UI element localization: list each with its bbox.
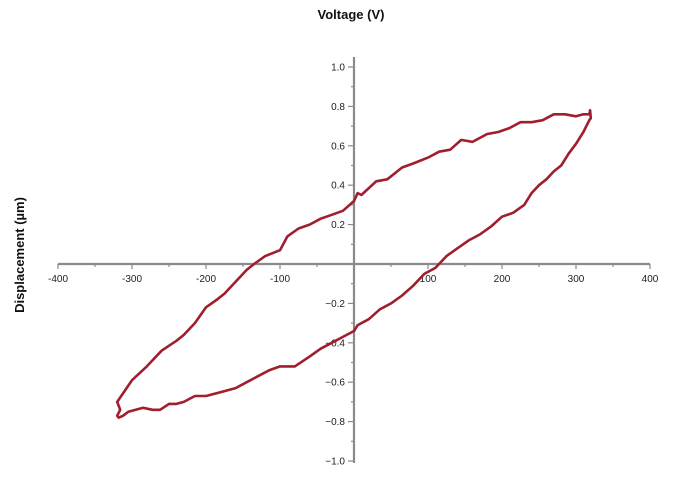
- x-axis-title: Voltage (V): [318, 7, 385, 22]
- x-tick-label: -200: [196, 274, 216, 285]
- x-tick-label: 400: [642, 274, 659, 285]
- x-tick-label: -100: [270, 274, 290, 285]
- y-tick-label: 0.6: [331, 141, 345, 152]
- y-tick-label: 1.0: [331, 63, 345, 74]
- y-tick-label: −0.4: [325, 338, 345, 349]
- x-tick-label: -300: [122, 274, 142, 285]
- y-tick-label: −1.0: [325, 457, 345, 468]
- y-tick-label: −0.6: [325, 378, 345, 389]
- y-tick-label: −0.8: [325, 417, 345, 428]
- x-tick-label: 200: [494, 274, 511, 285]
- y-tick-label: 0.4: [331, 181, 345, 192]
- x-tick-label: 300: [568, 274, 585, 285]
- y-tick-label: −0.2: [325, 299, 345, 310]
- x-tick-label: 100: [420, 274, 437, 285]
- series-layer: [115, 109, 593, 420]
- y-axis-title: Displacement (µm): [12, 197, 27, 313]
- y-tick-label: 0.8: [331, 102, 345, 113]
- x-tick-label: -400: [48, 274, 68, 285]
- ticks: [57, 66, 651, 462]
- y-tick-label: 0.2: [331, 220, 345, 231]
- tick-labels: -400 -300 -200 -100 100 200 300 400 1.0 0.8 0.6 0.4…: [48, 63, 659, 468]
- axes: [58, 57, 650, 463]
- hysteresis-curve-0: [115, 109, 593, 420]
